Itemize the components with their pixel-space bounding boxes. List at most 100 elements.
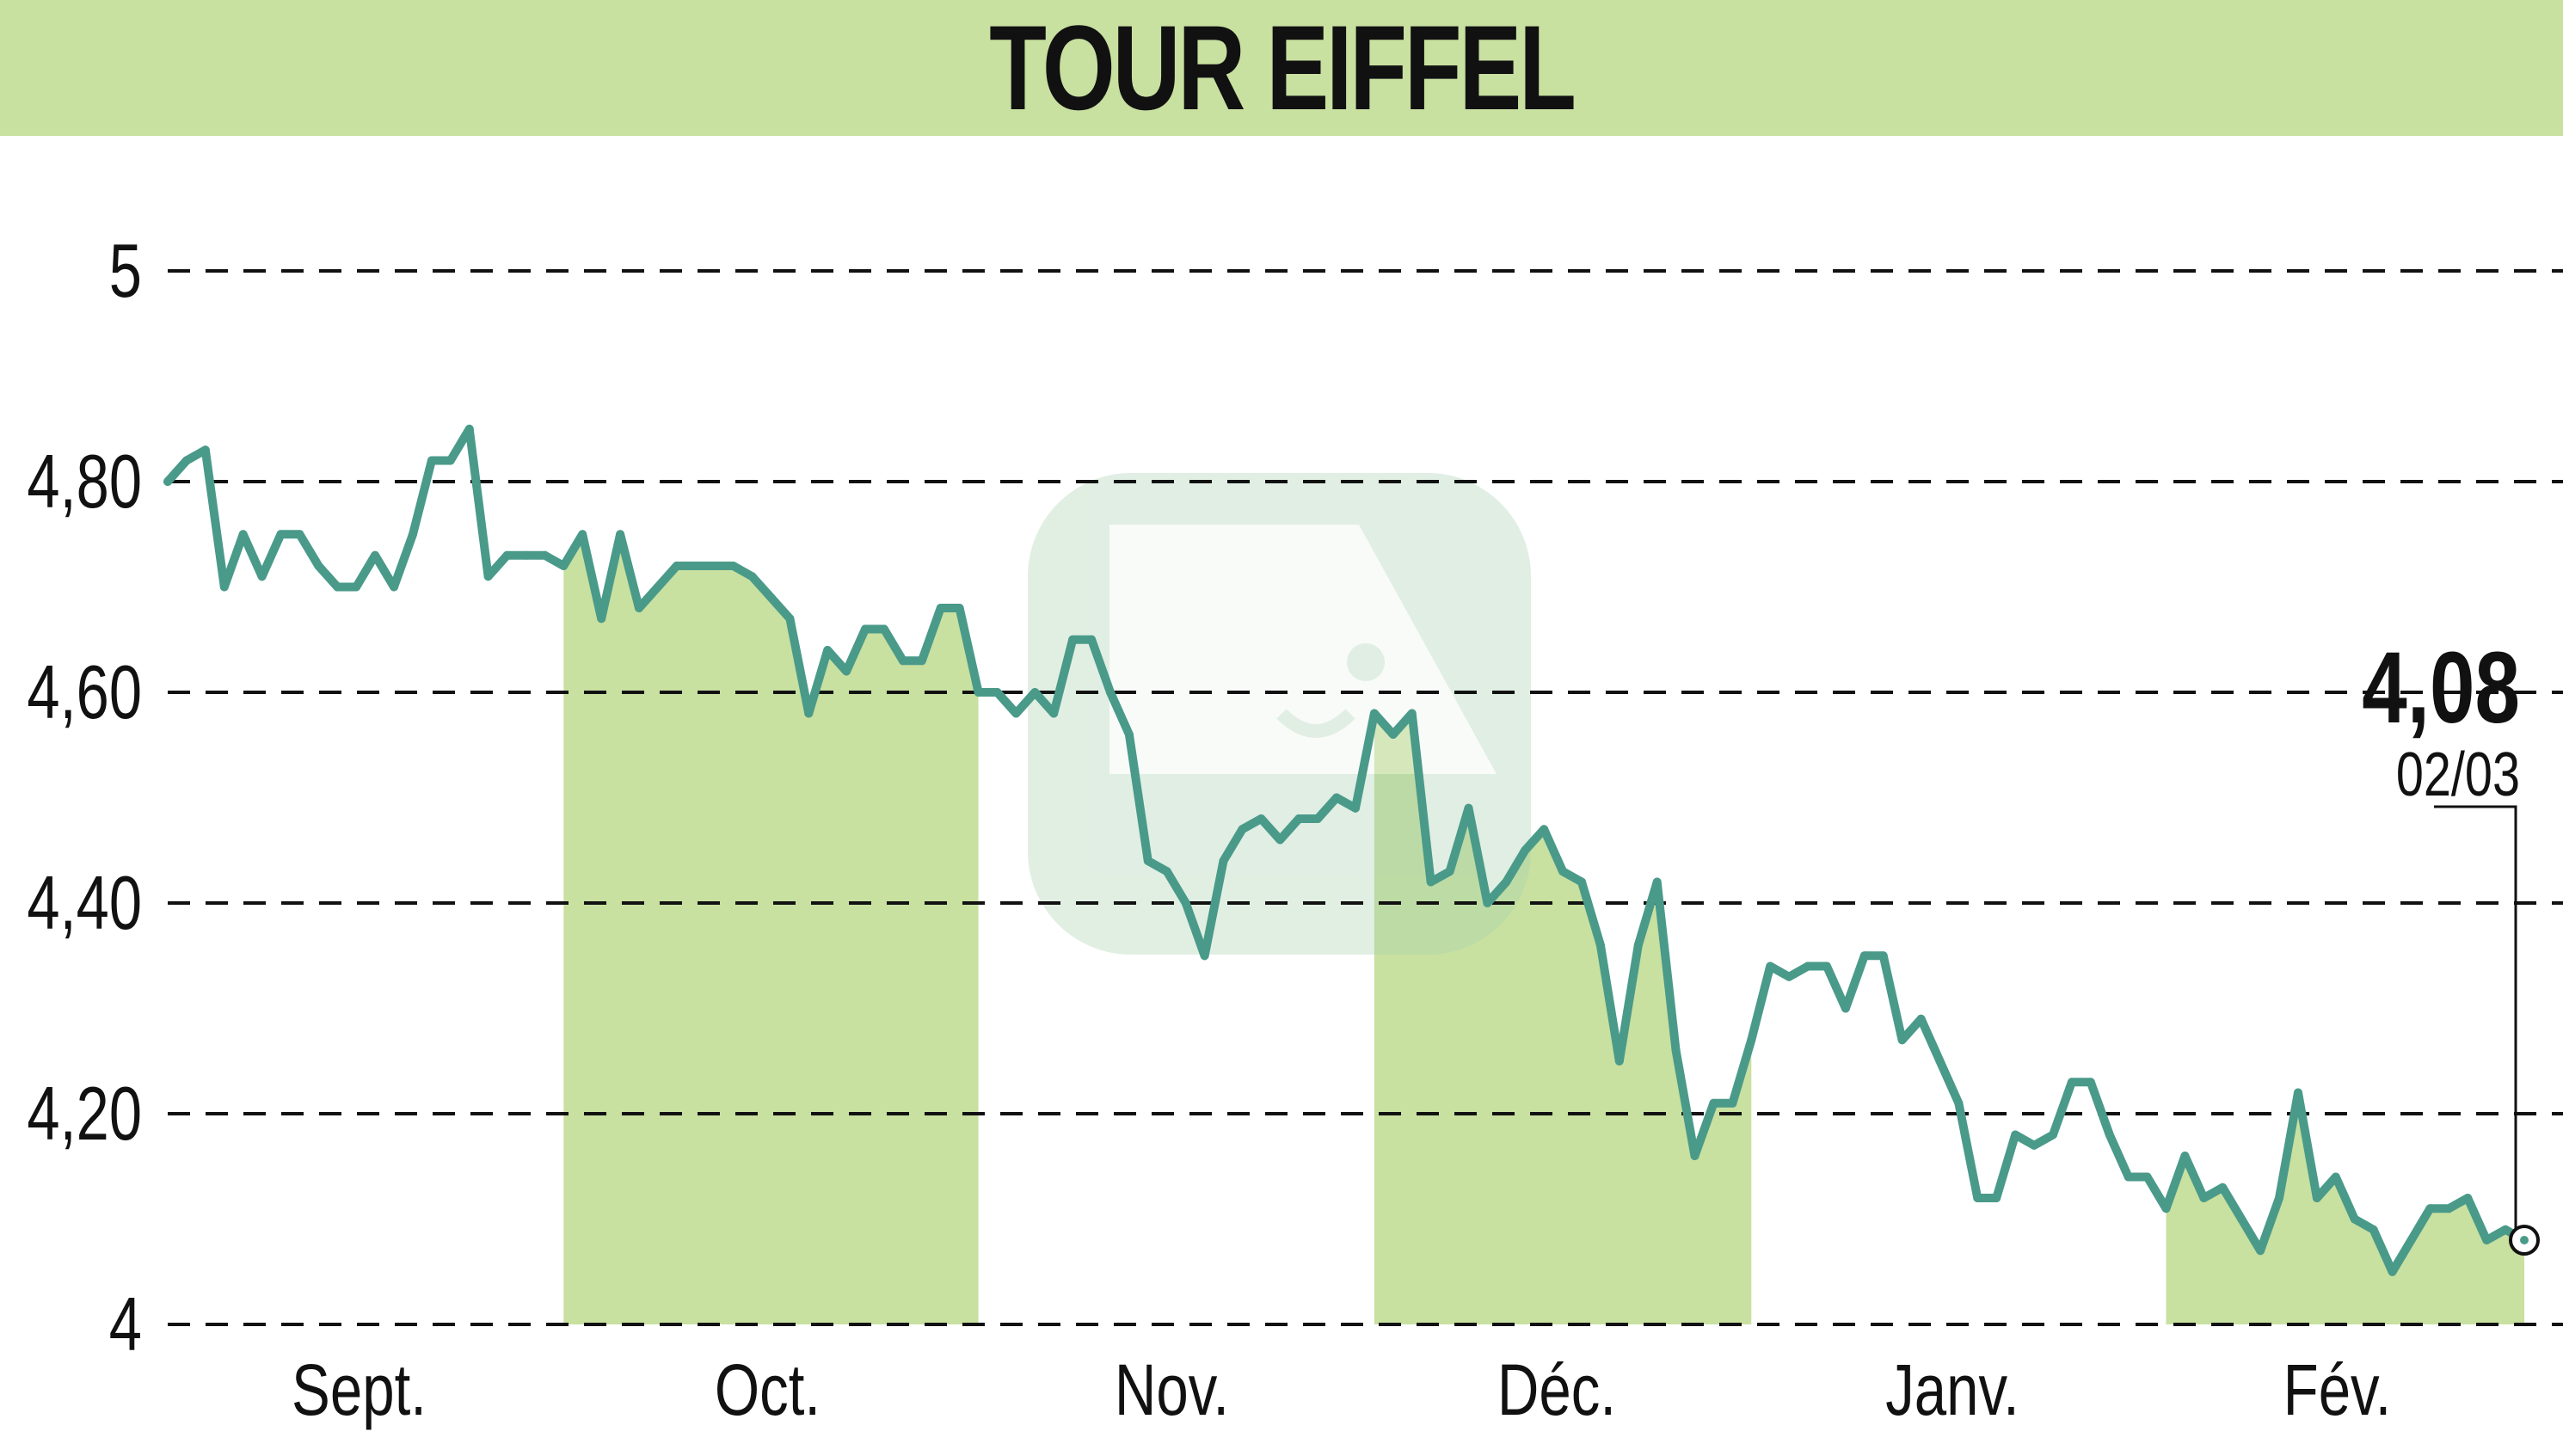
data-point <box>1106 688 1115 697</box>
data-point <box>1181 899 1190 907</box>
data-point <box>181 456 191 465</box>
data-point <box>1407 709 1417 718</box>
data-point <box>2369 1225 2378 1234</box>
y-tick-label: 4,80 <box>27 439 142 524</box>
data-point <box>1785 972 1794 981</box>
data-point <box>2501 1225 2511 1234</box>
data-point <box>2105 1130 2114 1140</box>
data-point <box>333 582 342 592</box>
data-point <box>1633 941 1643 949</box>
data-point <box>1294 814 1304 823</box>
data-point <box>1954 1098 1964 1108</box>
data-point <box>1030 688 1040 697</box>
data-point <box>1464 803 1473 813</box>
data-point <box>2293 1088 2302 1097</box>
data-point <box>1859 951 1869 961</box>
data-point <box>2444 1204 2454 1213</box>
data-point <box>2520 1236 2529 1244</box>
data-point <box>804 709 814 718</box>
data-point <box>1275 835 1285 845</box>
grid-lines <box>168 269 2563 1326</box>
data-point <box>314 562 323 570</box>
y-tick-label: 4,60 <box>27 650 142 734</box>
data-point <box>1558 867 1568 876</box>
data-point <box>1124 730 1134 739</box>
data-point <box>1087 635 1097 644</box>
data-point <box>993 688 1002 697</box>
data-point <box>1483 899 1492 907</box>
data-point <box>200 445 210 455</box>
data-point <box>1878 951 1888 961</box>
data-point <box>785 614 795 624</box>
chart-title: TOUR EIFFEL <box>989 0 1577 135</box>
data-point <box>1747 1035 1756 1045</box>
data-point <box>2482 1236 2492 1244</box>
data-point <box>163 477 172 486</box>
data-point <box>2350 1214 2359 1224</box>
data-point <box>672 562 681 570</box>
data-point <box>559 562 569 570</box>
month-shading <box>563 534 2524 1324</box>
data-point <box>2030 1140 2039 1150</box>
last-value-date: 02/03 <box>2396 740 2520 809</box>
data-point <box>2086 1078 2095 1087</box>
data-point <box>766 593 776 602</box>
data-point <box>540 550 550 560</box>
data-point <box>1238 825 1247 834</box>
data-point <box>1652 877 1662 887</box>
x-tick-label: Déc. <box>1497 1350 1616 1431</box>
data-point <box>2388 1267 2397 1276</box>
data-point <box>2218 1183 2228 1192</box>
x-tick-label: Nov. <box>1115 1350 1229 1431</box>
data-point <box>616 530 625 539</box>
data-point <box>1332 793 1342 802</box>
data-point <box>427 456 436 465</box>
data-point <box>653 582 662 592</box>
data-point <box>2142 1172 2152 1182</box>
data-point <box>2331 1172 2340 1182</box>
data-point <box>276 530 286 539</box>
y-tick-label: 4,40 <box>27 861 142 945</box>
data-point <box>1257 814 1266 823</box>
data-point <box>446 456 455 465</box>
last-value-leader <box>2434 805 2517 1240</box>
data-point <box>502 550 512 560</box>
data-point <box>1973 1194 1982 1202</box>
data-point <box>352 582 361 592</box>
data-point <box>483 572 493 581</box>
data-point <box>2067 1078 2076 1087</box>
y-axis-ticks: 4 4,20 4,40 4,60 4,80 5 <box>27 229 142 1367</box>
data-point <box>1313 814 1323 823</box>
data-point <box>219 582 229 592</box>
data-point <box>1577 877 1586 887</box>
data-point <box>1690 1152 1699 1160</box>
data-point <box>1766 961 1775 971</box>
data-point <box>1671 1046 1681 1055</box>
data-point <box>1804 961 1813 971</box>
data-point <box>710 562 719 570</box>
data-point <box>747 572 757 581</box>
data-point <box>2312 1194 2321 1202</box>
data-point <box>1219 857 1228 865</box>
month-shade-1 <box>563 534 979 1324</box>
y-tick-label: 5 <box>109 229 142 313</box>
data-point <box>257 572 267 581</box>
data-point <box>1426 877 1435 887</box>
data-point <box>842 667 851 676</box>
data-point <box>1709 1098 1718 1108</box>
title-bar <box>0 0 2563 136</box>
data-point <box>1540 825 1549 834</box>
data-point <box>390 582 399 592</box>
y-tick-label: 4 <box>109 1282 142 1367</box>
data-point <box>1011 709 1021 718</box>
data-point <box>408 530 417 539</box>
data-point <box>898 656 907 666</box>
x-tick-label: Oct. <box>715 1350 821 1431</box>
data-point <box>1502 877 1511 887</box>
data-point <box>295 530 304 539</box>
data-point <box>2463 1194 2473 1202</box>
data-point <box>2425 1204 2435 1213</box>
data-point <box>1049 709 1059 718</box>
data-point <box>578 530 587 539</box>
